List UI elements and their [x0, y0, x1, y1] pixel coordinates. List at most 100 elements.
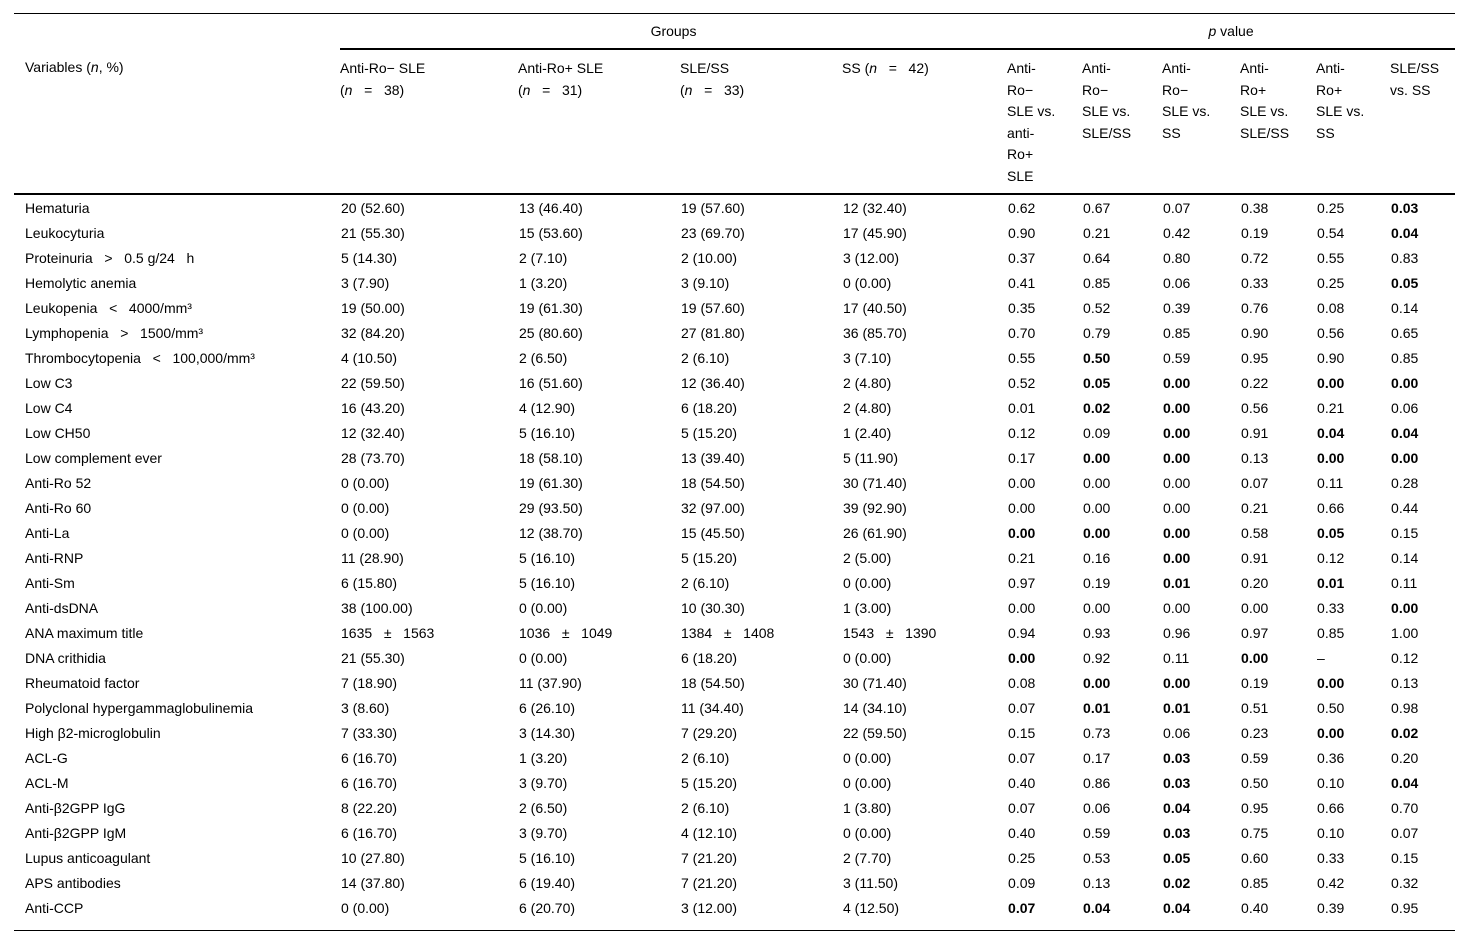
- group-value: 3 (9.70): [519, 775, 568, 791]
- group-value: 21 (55.30): [341, 650, 405, 666]
- p-value: 0.85: [1391, 350, 1419, 366]
- p-value: 0.00: [1008, 475, 1036, 491]
- p-value: 0.08: [1317, 300, 1345, 316]
- table-row: Low C3 22 (59.50) 16 (51.60) 12 (36.40) 2 (4…: [14, 371, 1455, 396]
- variable-label: Low C4: [25, 400, 73, 416]
- p-value: 0.11: [1317, 475, 1344, 491]
- variables-column-header: Variables (n, %): [14, 49, 340, 195]
- p-value: 0.25: [1317, 200, 1345, 216]
- p-value: 0.66: [1317, 800, 1345, 816]
- p-value: 0.19: [1241, 225, 1269, 241]
- group-value: 5 (16.10): [519, 550, 576, 566]
- p-value: 0.40: [1240, 896, 1317, 931]
- variable-label: Low CH50: [25, 425, 91, 441]
- group-value: 8 (22.20): [341, 800, 398, 816]
- p-value: 0.51: [1241, 700, 1269, 716]
- p-value: 0.04: [1391, 425, 1419, 441]
- p-value: 0.58: [1241, 525, 1269, 541]
- p-value: 0.00: [1391, 600, 1419, 616]
- p-value: 0.91: [1241, 425, 1269, 441]
- group-value: 29 (93.50): [519, 500, 583, 516]
- group-value: 2 (6.50): [519, 800, 568, 816]
- variable-label: Anti-CCP: [14, 896, 340, 931]
- group-value: 0 (0.00): [341, 500, 390, 516]
- p-value: 0.19: [1241, 675, 1269, 691]
- p-value: 0.95: [1390, 896, 1456, 931]
- group-value: 1036 ± 1049: [519, 625, 613, 641]
- p-value: 0.01: [1083, 700, 1111, 716]
- p-value: 0.04: [1082, 896, 1163, 931]
- p-value: 0.70: [1008, 325, 1036, 341]
- group-value: 7 (18.90): [341, 675, 398, 691]
- p-value: 0.50: [1317, 700, 1345, 716]
- group-value: 30 (71.40): [843, 475, 907, 491]
- group-value: 1 (3.20): [519, 275, 568, 291]
- group-value: 2 (6.10): [681, 575, 730, 591]
- p-value: 0.05: [1317, 525, 1345, 541]
- p-value: 0.02: [1083, 400, 1111, 416]
- p-value: 0.97: [1241, 625, 1269, 641]
- p-value: 0.15: [1391, 850, 1419, 866]
- p-value: 0.12: [1008, 425, 1036, 441]
- variable-label: Anti-dsDNA: [25, 600, 99, 616]
- pvalue-column-header-ropos-vs-sless: Anti- Ro+ SLE vs. SLE/SS: [1240, 49, 1317, 195]
- table-row: Anti-La 0 (0.00) 12 (38.70) 15 (45.50) 26 (6…: [14, 521, 1455, 546]
- variable-label: Hemolytic anemia: [25, 275, 137, 291]
- p-value: 0.73: [1083, 725, 1111, 741]
- p-value: 0.00: [1008, 525, 1036, 541]
- group-value: 17 (40.50): [843, 300, 907, 316]
- p-value: 0.40: [1008, 825, 1036, 841]
- p-value: 0.02: [1391, 725, 1419, 741]
- p-value: 0.00: [1317, 450, 1345, 466]
- p-value: 0.62: [1008, 200, 1036, 216]
- p-value: 0.33: [1241, 275, 1269, 291]
- variable-label: Anti-β2GPP IgM: [25, 825, 127, 841]
- p-value: 0.13: [1241, 450, 1269, 466]
- group-value: 2 (6.10): [681, 750, 730, 766]
- table-row: Anti-CCP 0 (0.00) 6 (20.70) 3 (12.00) 4 (12.…: [14, 896, 1456, 931]
- p-value: 0.07: [1008, 800, 1036, 816]
- p-value: 0.59: [1083, 825, 1111, 841]
- p-value: 0.56: [1241, 400, 1269, 416]
- group-value: 5 (15.20): [681, 550, 738, 566]
- group-value: 19 (61.30): [519, 300, 583, 316]
- p-value: 0.06: [1163, 275, 1191, 291]
- group-value: 0 (0.00): [843, 275, 892, 291]
- p-value: 0.37: [1008, 250, 1036, 266]
- group-value: 18 (54.50): [681, 675, 745, 691]
- group-value: 6 (18.20): [681, 400, 738, 416]
- group-value: 0 (0.00): [843, 775, 892, 791]
- p-value: 0.28: [1391, 475, 1419, 491]
- group-value: 2 (10.00): [681, 250, 738, 266]
- variable-label: Anti-La: [25, 525, 70, 541]
- variable-label: Low complement ever: [25, 450, 162, 466]
- p-value: 0.97: [1008, 575, 1036, 591]
- p-value: 0.03: [1391, 200, 1419, 216]
- p-value: 0.35: [1008, 300, 1036, 316]
- table-row: Low C4 16 (43.20) 4 (12.90) 6 (18.20) 2 (4.8…: [14, 396, 1455, 421]
- group-value: 26 (61.90): [843, 525, 907, 541]
- p-value: 0.59: [1241, 750, 1269, 766]
- p-value: 0.53: [1083, 850, 1111, 866]
- variable-label: Leukopenia < 4000/mm³: [25, 300, 192, 316]
- table-row: Thrombocytopenia < 100,000/mm³ 4 (10.50) 2…: [14, 346, 1455, 371]
- group-value: 4 (12.50): [842, 896, 1008, 931]
- group-value: 3 (8.60): [341, 700, 390, 716]
- group-value: 2 (4.80): [843, 375, 892, 391]
- group-value: 2 (6.10): [681, 350, 730, 366]
- p-value: 0.13: [1391, 675, 1419, 691]
- p-value: 0.60: [1241, 850, 1269, 866]
- group-value: 19 (61.30): [519, 475, 583, 491]
- variable-label: Thrombocytopenia < 100,000/mm³: [25, 350, 255, 366]
- p-value: 0.00: [1391, 450, 1419, 466]
- variable-label: Hematuria: [25, 200, 90, 216]
- p-value: 0.25: [1008, 850, 1036, 866]
- pvalue-column-header-roneg-vs-ss: Anti- Ro− SLE vs. SS: [1162, 49, 1241, 195]
- group-value: 2 (5.00): [843, 550, 892, 566]
- pvalue-column-header-roneg-vs-sless: Anti- Ro− SLE vs. SLE/SS: [1082, 49, 1163, 195]
- p-value: 0.07: [1008, 700, 1036, 716]
- group-value: 16 (43.20): [341, 400, 405, 416]
- group-value: 12 (32.40): [843, 200, 907, 216]
- corner-cell: [14, 13, 340, 49]
- table-row: Hematuria 20 (52.60) 13 (46.40) 19 (57.60) 1…: [14, 194, 1455, 221]
